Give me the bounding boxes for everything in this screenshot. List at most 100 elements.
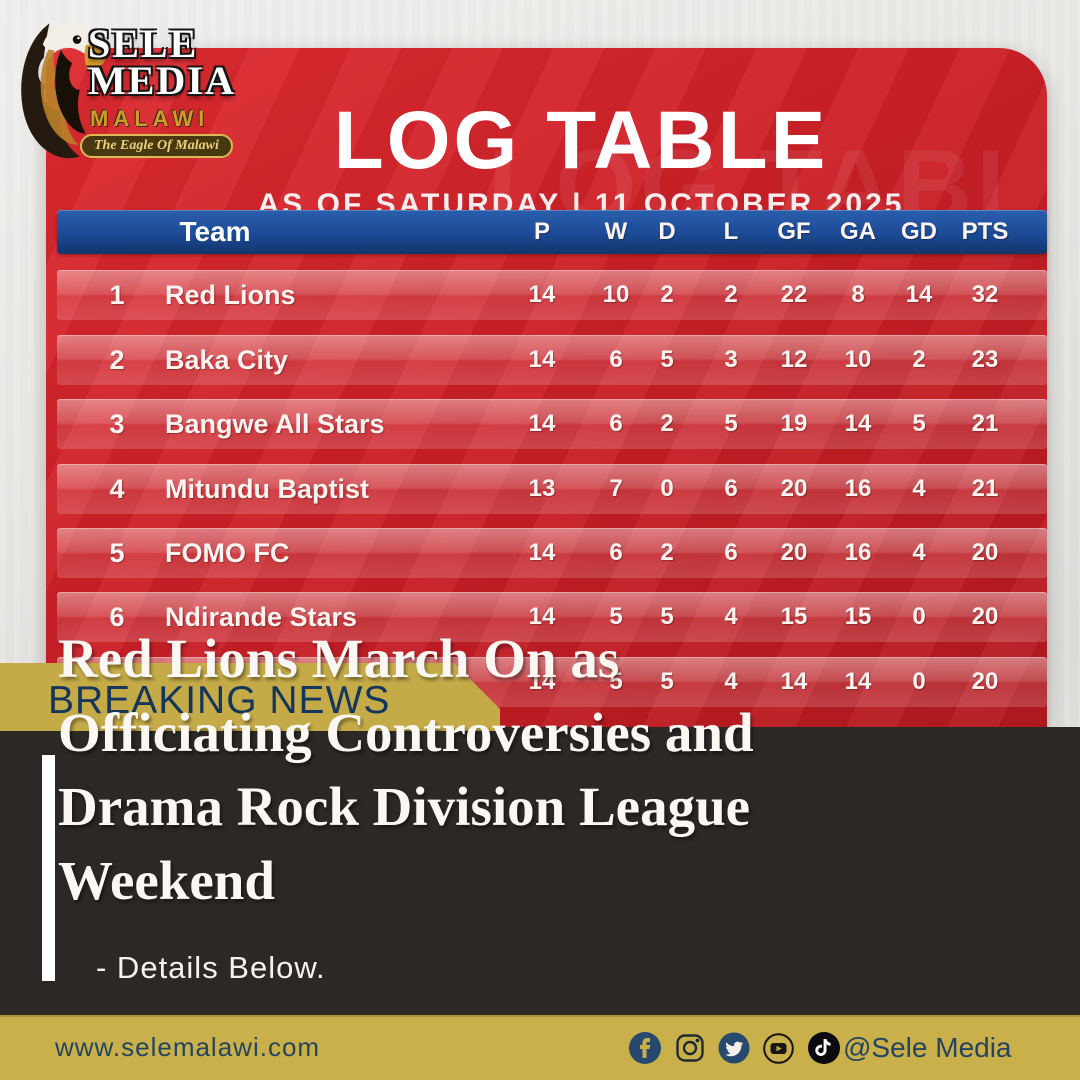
column-header: GD (901, 218, 937, 245)
column-header: D (658, 218, 676, 245)
stat-cell: 14 (905, 281, 933, 308)
column-header: P (533, 218, 550, 245)
stat-cell: 6 (609, 539, 623, 566)
team-name: FOMO FC (165, 538, 290, 568)
rank: 5 (109, 538, 125, 568)
stat-cell: 5 (609, 603, 623, 630)
twitter-icon[interactable] (718, 1032, 750, 1064)
stat-cell: 8 (851, 281, 865, 308)
headline-line: Weekend (58, 850, 275, 911)
stat-cell: 15 (844, 603, 872, 630)
column-header: W (604, 218, 628, 245)
stat-cell: 5 (660, 603, 674, 630)
stat-cell: 4 (724, 603, 738, 630)
youtube-icon[interactable] (763, 1032, 794, 1064)
brand-tagline-badge: The Eagle Of Malawi (80, 134, 233, 158)
stat-cell: 6 (609, 346, 623, 373)
stat-cell: 4 (724, 668, 738, 695)
stat-cell: 32 (971, 281, 999, 308)
stat-cell: 20 (780, 475, 808, 502)
column-header: GF (777, 218, 811, 245)
stat-cell: 22 (780, 281, 808, 308)
social-handle: @Sele Media Malawi (843, 1032, 1012, 1063)
instagram-icon[interactable] (675, 1033, 705, 1063)
stat-cell: 20 (971, 539, 999, 566)
brand-name: SELE MEDIA (88, 21, 236, 103)
team-name: Bangwe All Stars (165, 409, 385, 439)
column-header: L (723, 218, 739, 245)
headline: Red Lions March On as Officiating Contro… (58, 622, 1018, 918)
rank: 4 (109, 474, 125, 504)
stat-cell: 21 (971, 475, 999, 502)
stat-cell: 20 (971, 668, 999, 695)
stat-cell: 20 (971, 603, 999, 630)
headline-accent-bar (42, 755, 55, 981)
stat-cell: 14 (528, 346, 556, 373)
stat-cell: 4 (912, 539, 926, 566)
team-name: Ndirande Stars (165, 602, 358, 632)
brand-logo: SELE MEDIA MALAWI The Eagle Of Malawi (8, 8, 268, 178)
stat-cell: 12 (780, 346, 808, 373)
stat-cell: 2 (724, 281, 738, 308)
tiktok-icon[interactable] (807, 1031, 841, 1065)
headline-line: Officiating Controversies and (58, 702, 754, 763)
log-table-card: LOG TABLE LOG TABLE AS OF SATURDAY | 11 … (46, 48, 1047, 728)
column-header: GA (840, 218, 876, 245)
details-note: - Details Below. (96, 950, 326, 985)
breaking-news-label: BREAKING NEWS (48, 679, 391, 722)
table-row: 1 Red Lions 14 10 2 2 22 8 14 32 (57, 270, 1047, 320)
stat-cell: 16 (844, 475, 872, 502)
stat-cell: 5 (912, 410, 926, 437)
website-url: www.selemalawi.com (55, 1032, 321, 1062)
stat-cell: 23 (971, 346, 999, 373)
news-overlay (0, 727, 1080, 1015)
social-icons (628, 1030, 841, 1066)
stat-cell: 14 (528, 410, 556, 437)
team-name: Mitundu Baptist (165, 474, 369, 504)
stat-cell: 14 (844, 668, 872, 695)
stat-cell: 2 (912, 346, 926, 373)
stat-cell: 6 (724, 539, 738, 566)
team-name: Red Lions (165, 280, 296, 310)
stat-cell: 10 (844, 346, 872, 373)
stat-cell: 7 (609, 475, 623, 502)
breaking-news-banner: BREAKING NEWS (0, 663, 500, 731)
stat-cell: 5 (609, 668, 623, 695)
stat-cell: 15 (780, 603, 808, 630)
stat-cell: 14 (528, 668, 556, 695)
stat-cell: 2 (660, 410, 674, 437)
stat-cell: 0 (912, 668, 926, 695)
table-row: 4 Mitundu Baptist 13 7 0 6 20 16 4 21 (57, 464, 1047, 514)
rank: 3 (109, 409, 125, 439)
stat-cell: 19 (780, 410, 808, 437)
table-row: 6 Ndirande Stars 14 5 5 4 15 15 0 20 (57, 592, 1047, 642)
stat-cell: 6 (609, 410, 623, 437)
rank: 2 (109, 345, 125, 375)
stat-cell: 16 (844, 539, 872, 566)
stat-cell: 0 (660, 475, 674, 502)
team-name: Baka City (165, 345, 289, 375)
eagle-icon (21, 22, 106, 159)
stat-cell: 13 (528, 475, 556, 502)
stat-cell: 20 (780, 539, 808, 566)
stat-cell: 5 (724, 410, 738, 437)
stat-cell: 4 (912, 475, 926, 502)
stat-cell: 2 (660, 281, 674, 308)
footer-bar: www.selemalawi.com (0, 1015, 1080, 1080)
stat-cell: 21 (971, 410, 999, 437)
column-header: PTS (961, 218, 1009, 245)
rank: 1 (109, 280, 125, 310)
stat-cell: 10 (602, 281, 630, 308)
stat-cell: 2 (660, 539, 674, 566)
stat-cell: 0 (912, 603, 926, 630)
table-row: 2 Baka City 14 6 5 3 12 10 2 23 (57, 335, 1047, 385)
stat-cell: 14 (528, 603, 556, 630)
stat-cell: 6 (724, 475, 738, 502)
stat-cell: 14 (844, 410, 872, 437)
stat-cell: 14 (528, 281, 556, 308)
table-row: 3 Bangwe All Stars 14 6 2 5 19 14 5 21 (57, 399, 1047, 449)
headline-line: Red Lions March On as (58, 628, 620, 689)
table-header: Team P W D L GF GA GD PTS (57, 210, 1047, 254)
facebook-icon[interactable] (628, 1031, 662, 1065)
